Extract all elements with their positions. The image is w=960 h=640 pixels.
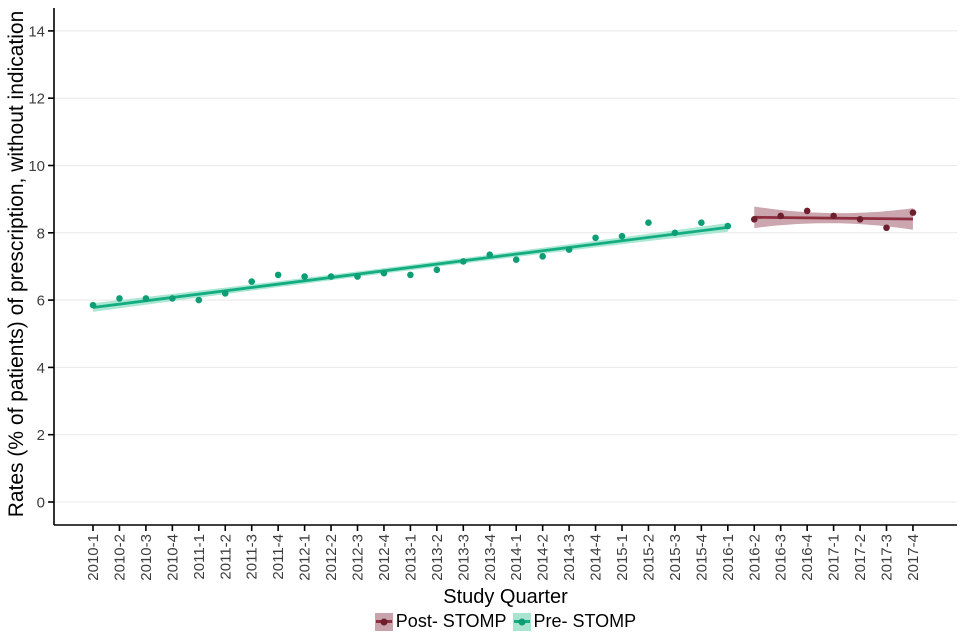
data-point (248, 278, 255, 285)
x-tick-label: 2012-2 (323, 534, 340, 581)
x-tick-label: 2016-1 (720, 534, 737, 581)
x-tick-label: 2014-2 (535, 534, 552, 581)
data-point (909, 209, 917, 216)
data-point (354, 273, 361, 280)
data-point (592, 234, 599, 242)
y-tick-label: 12 (28, 91, 45, 108)
data-point (116, 295, 123, 302)
data-point (777, 212, 784, 220)
data-point (565, 246, 573, 253)
x-tick-label: 2015-2 (640, 534, 657, 581)
x-tick-label: 2010-4 (164, 534, 181, 581)
x-tick-label: 2014-3 (561, 534, 578, 581)
x-tick-label: 2015-1 (614, 534, 631, 581)
x-tick-label: 2017-2 (852, 534, 869, 581)
x-tick-label: 2016-3 (773, 534, 790, 581)
data-point (380, 269, 388, 277)
data-point (301, 273, 308, 280)
data-point (407, 271, 414, 279)
data-point (883, 224, 890, 232)
data-point (460, 258, 467, 265)
x-axis-title: Study Quarter (443, 586, 568, 608)
legend-item-pre-stomp: Pre- STOMP (512, 611, 637, 632)
x-tick-label: 2011-4 (270, 534, 287, 580)
x-tick-label: 2013-4 (482, 534, 499, 581)
x-tick-label: 2012-4 (376, 534, 393, 581)
x-tick-label: 2011-1 (191, 534, 208, 580)
y-axis-title: Rates (% of patients) of prescription, w… (5, 10, 28, 518)
data-point (645, 219, 652, 227)
x-tick-label: 2010-3 (138, 534, 155, 581)
data-point (274, 271, 282, 279)
x-axis: 2010-1 2010-2 2010-3 2010-4 2011-1 2011-2 2011… (54, 524, 957, 581)
post-stomp-series (750, 206, 917, 232)
data-point (169, 295, 176, 302)
x-tick-label: 2013-1 (402, 534, 419, 581)
data-point (724, 222, 732, 230)
trend-line (92, 226, 728, 309)
x-tick-label: 2011-3 (244, 534, 261, 580)
legend: Post- STOMP Pre- STOMP (54, 611, 957, 632)
x-tick-label: 2014-1 (508, 534, 525, 581)
pre-stomp-series (89, 219, 732, 312)
data-point (221, 290, 229, 297)
x-tick-label: 2015-4 (693, 534, 710, 581)
x-tick-label: 2017-4 (905, 534, 922, 581)
y-tick-label: 0 (37, 495, 45, 512)
data-point (433, 266, 441, 274)
data-point (195, 296, 203, 304)
legend-key-dot (380, 618, 388, 625)
x-tick-label: 2012-3 (350, 534, 367, 581)
data-point (698, 219, 705, 227)
data-point (618, 232, 626, 240)
x-tick-label: 2016-4 (799, 534, 816, 581)
data-point (803, 207, 811, 215)
y-tick-label: 2 (37, 427, 45, 444)
data-point (486, 251, 494, 258)
data-point (671, 229, 679, 237)
data-point (830, 212, 837, 220)
y-tick-label: 14 (28, 23, 45, 40)
legend-item-post-stomp: Post- STOMP (374, 611, 507, 632)
y-tick-label: 6 (37, 293, 45, 310)
y-axis: 0 2 4 6 8 10 12 14 (28, 8, 55, 525)
data-point (512, 256, 520, 264)
legend-key-post-stomp-icon (374, 612, 393, 631)
x-tick-label: 2017-1 (826, 534, 843, 581)
gridlines (54, 30, 957, 503)
legend-label-post-stomp: Post- STOMP (395, 611, 507, 631)
data-point (327, 273, 335, 280)
x-tick-label: 2013-2 (429, 534, 446, 581)
data-point (142, 295, 150, 302)
x-tick-label: 2017-3 (879, 534, 896, 581)
legend-label-pre-stomp: Pre- STOMP (533, 611, 637, 631)
y-tick-label: 10 (28, 158, 45, 175)
data-point (89, 301, 97, 309)
x-tick-label: 2011-2 (217, 534, 234, 580)
x-tick-label: 2016-2 (746, 534, 763, 581)
x-tick-label: 2012-1 (297, 534, 314, 581)
legend-key-pre-stomp-icon (512, 612, 531, 631)
x-tick-label: 2015-3 (667, 534, 684, 581)
data-point (539, 253, 546, 260)
x-tick-label: 2014-4 (588, 534, 605, 581)
legend-key-dot (518, 618, 525, 625)
data-point (750, 216, 758, 223)
y-tick-label: 8 (37, 225, 45, 242)
y-tick-label: 4 (37, 360, 45, 377)
x-tick-label: 2010-1 (85, 534, 102, 581)
data-point (856, 216, 864, 223)
x-tick-label: 2013-3 (455, 534, 472, 581)
x-tick-label: 2010-2 (111, 534, 128, 581)
